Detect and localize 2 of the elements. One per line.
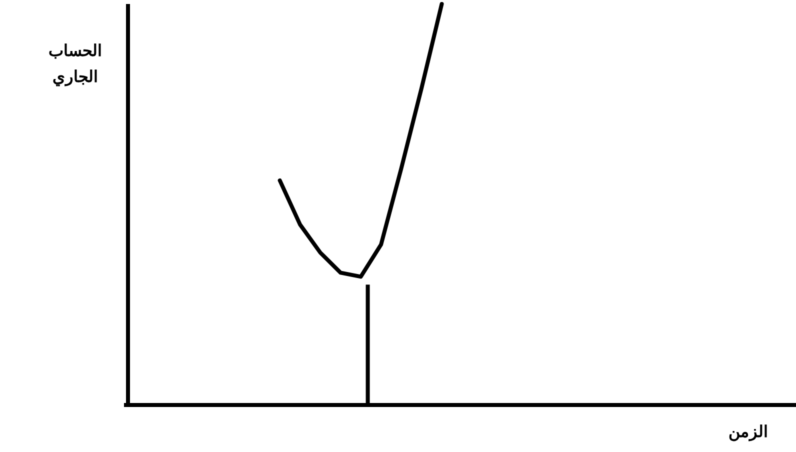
y-axis-title: الحساب الجاري [48,43,102,87]
x-axis-title: الزمن [728,424,768,442]
